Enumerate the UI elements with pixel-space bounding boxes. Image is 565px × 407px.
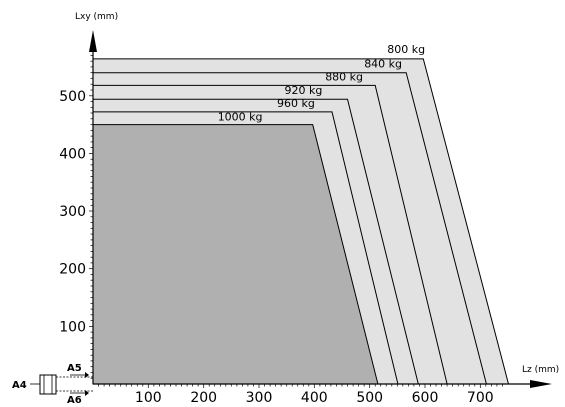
load-curve-label: 1000 kg (218, 111, 263, 124)
x-tick-label: 500 (356, 390, 383, 406)
x-minor-ticks (98, 384, 503, 388)
x-axis-arrow (530, 380, 552, 388)
y-tick-label: 100 (59, 319, 86, 335)
x-tick-label: 400 (301, 390, 328, 406)
y-tick-label: 500 (59, 89, 86, 105)
load-curve-label: 880 kg (325, 70, 363, 83)
y-tick-label: 200 (59, 262, 86, 278)
axis-a4-label: A4 (12, 380, 27, 391)
load-areas (92, 58, 510, 385)
load-curve-label: 840 kg (364, 58, 402, 71)
axes: 100 200 300 400 500 600 700 100 200 300 400 500 Lx… (59, 12, 559, 406)
y-tick-labels: 100 200 300 400 500 (59, 89, 86, 336)
y-minor-ticks (89, 49, 93, 379)
x-tick-label: 700 (467, 390, 494, 406)
x-tick-label: 200 (190, 390, 217, 406)
axis-a5-label: A5 (67, 363, 82, 374)
x-tick-label: 100 (135, 390, 162, 406)
wrist-flange-icon: A4 A5 A6 (12, 363, 93, 406)
x-axis-title: Lz (mm) (522, 365, 559, 375)
y-tick-label: 400 (59, 146, 86, 162)
y-axis-arrow (89, 30, 97, 52)
y-axis-title: Lxy (mm) (75, 12, 118, 22)
load-curve-label: 800 kg (387, 43, 425, 56)
x-tick-label: 300 (246, 390, 273, 406)
load-curve-label: 920 kg (285, 84, 323, 97)
load-curve-label: 960 kg (277, 97, 315, 110)
y-tick-label: 300 (59, 204, 86, 220)
x-tick-labels: 100 200 300 400 500 600 700 (135, 390, 494, 406)
axis-a6-label: A6 (67, 395, 82, 406)
x-tick-label: 600 (412, 390, 439, 406)
